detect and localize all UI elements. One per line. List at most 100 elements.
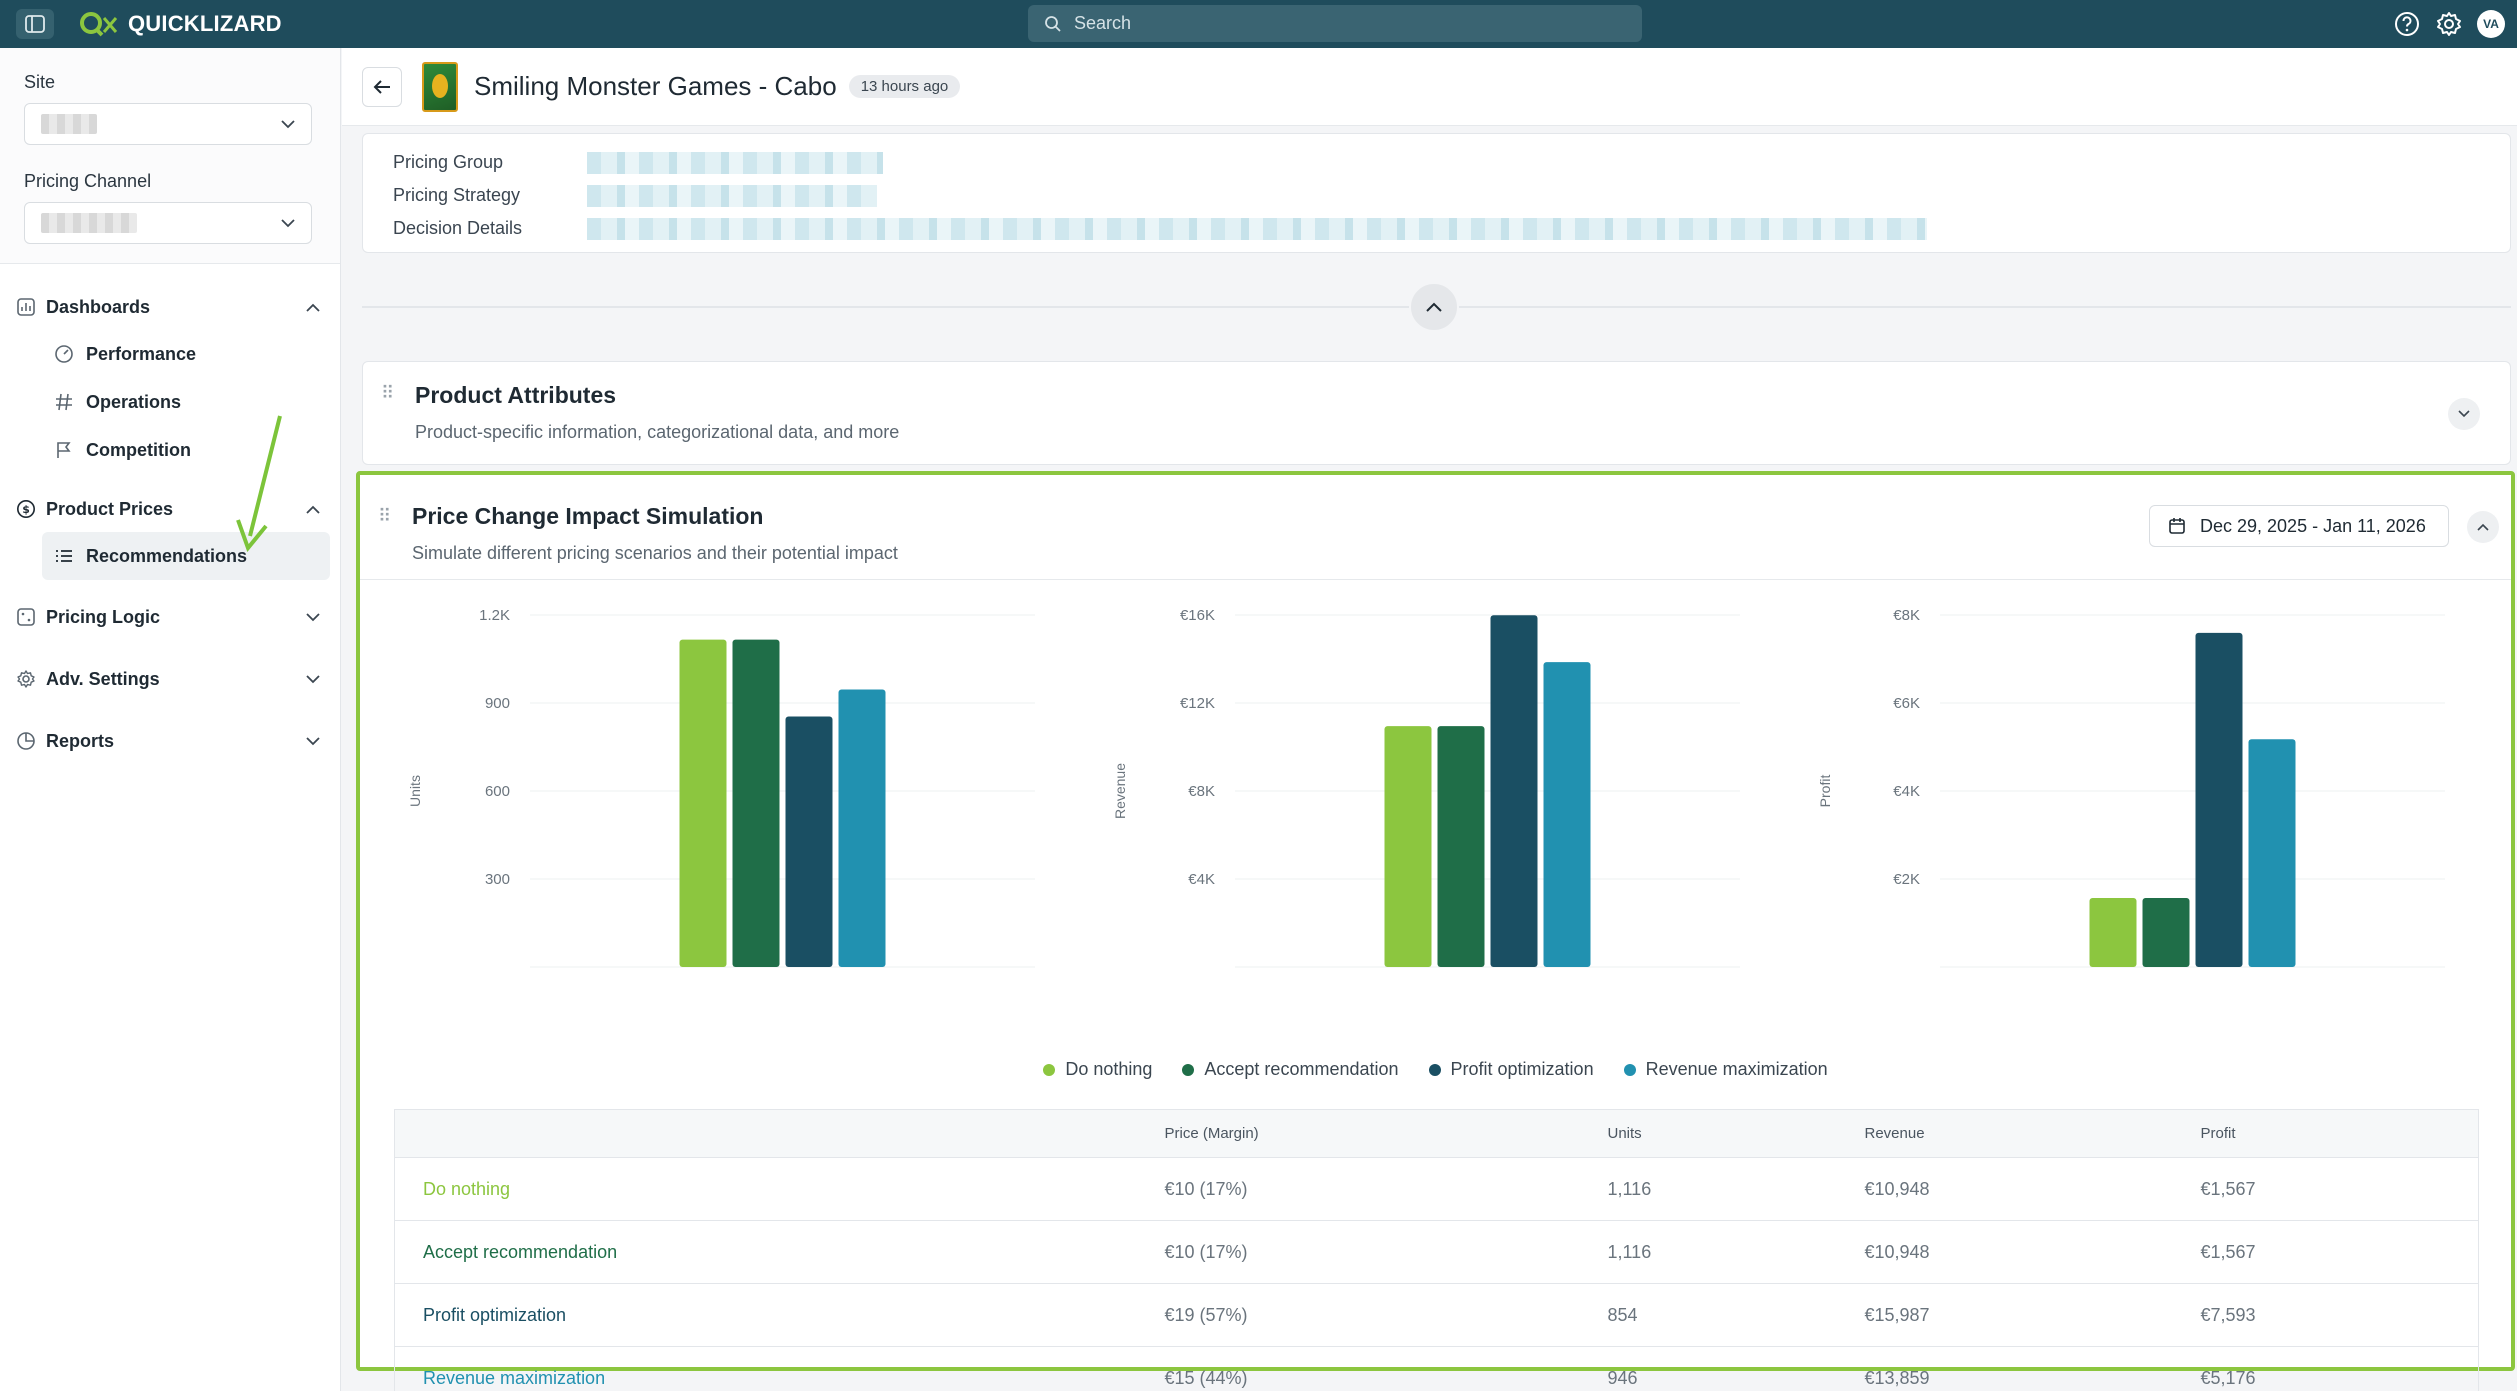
legend-label: Accept recommendation	[1204, 1059, 1399, 1079]
y-tick-label: €4K	[1893, 783, 1920, 800]
nav-group-product-prices[interactable]: $ Product Prices	[0, 486, 340, 532]
settings-gear-icon[interactable]	[2435, 10, 2463, 38]
site-select[interactable]	[24, 103, 312, 145]
user-avatar[interactable]: VA	[2477, 10, 2505, 38]
sidebar-item-recommendations[interactable]: Recommendations	[42, 532, 330, 580]
decision-details-value-redacted	[587, 217, 1927, 240]
nav-group-label: Dashboards	[46, 296, 151, 317]
chart-icon	[16, 297, 36, 317]
bar-do-nothing	[679, 639, 727, 967]
decision-details-label: Decision Details	[393, 218, 523, 238]
app-logo[interactable]: QUICKLIZARD	[78, 10, 282, 38]
y-tick-label: €12K	[1180, 695, 1215, 712]
expand-attributes-button[interactable]	[2448, 398, 2480, 430]
sidebar-item-performance[interactable]: Performance	[0, 330, 340, 378]
table-header-price: Price (Margin)	[1164, 1109, 1608, 1158]
legend-item-do-nothing[interactable]: Do nothing	[1043, 1059, 1152, 1080]
list-icon	[54, 546, 74, 566]
date-range-picker[interactable]: Dec 29, 2025 - Jan 11, 2026	[2149, 505, 2449, 547]
help-icon[interactable]	[2393, 10, 2421, 38]
legend-item-accept-recommendation[interactable]: Accept recommendation	[1182, 1059, 1399, 1080]
legend-label: Do nothing	[1065, 1059, 1153, 1079]
sidebar-item-label: Operations	[86, 391, 182, 412]
y-axis-title: Profit	[1817, 775, 1833, 808]
date-range-text: Dec 29, 2025 - Jan 11, 2026	[2200, 515, 2426, 536]
scenario-cell: Revenue maximization	[423, 1367, 606, 1388]
y-tick-label: 600	[485, 783, 510, 800]
table-header-revenue: Revenue	[1864, 1109, 2201, 1158]
pricing-channel-label: Pricing Channel	[24, 171, 152, 191]
sidebar: Site Pricing Channel Dashboards Performa…	[0, 48, 341, 1391]
legend-item-revenue-maximization[interactable]: Revenue maximization	[1623, 1059, 1828, 1080]
collapse-simulation-button[interactable]	[2467, 511, 2499, 543]
y-tick-label: 900	[485, 695, 510, 712]
y-axis-title: Revenue	[1112, 763, 1128, 819]
y-tick-label: €16K	[1180, 607, 1215, 624]
nav-group-label: Reports	[46, 730, 115, 751]
collapse-details-button[interactable]	[1409, 282, 1459, 332]
scenario-cell: Do nothing	[394, 1157, 1165, 1221]
sidebar-toggle-button[interactable]	[16, 9, 54, 39]
table-row[interactable]: Profit optimization €19 (57%) 854 €15,98…	[394, 1283, 2479, 1347]
revenue-cell: €10,948	[1864, 1157, 2201, 1221]
units-cell: 1,116	[1607, 1157, 1865, 1221]
dice-icon	[16, 607, 36, 627]
sidebar-filters: Site Pricing Channel	[0, 48, 340, 264]
nav-group-pricing-logic[interactable]: Pricing Logic	[0, 594, 340, 640]
table-row[interactable]: Accept recommendation €10 (17%) 1,116 €1…	[394, 1220, 2479, 1284]
divider	[360, 579, 2511, 580]
legend-dot	[1043, 1063, 1056, 1076]
y-axis-title: Units	[407, 775, 423, 807]
search-icon	[1045, 15, 1061, 32]
y-tick-label: 1.2K	[479, 607, 510, 624]
profit-cell: €1,567	[2200, 1220, 2479, 1284]
pricing-channel-select[interactable]	[24, 202, 312, 244]
search-input[interactable]: Search	[1028, 5, 1642, 42]
bar-revenue-maximization	[838, 689, 886, 967]
sidebar-item-operations[interactable]: Operations	[0, 378, 340, 426]
revenue-cell: €15,987	[1864, 1283, 2201, 1347]
bar-accept-recommendation	[1437, 726, 1485, 967]
chart-legend: Do nothing Accept recommendation Profit …	[360, 1059, 2511, 1080]
svg-text:$: $	[22, 503, 30, 516]
nav-group-reports[interactable]: Reports	[0, 718, 340, 764]
updated-badge: 13 hours ago	[848, 75, 961, 98]
pricing-strategy-label: Pricing Strategy	[393, 185, 521, 205]
table-row[interactable]: Revenue maximization €15 (44%) 946 €13,8…	[395, 1347, 2479, 1391]
hash-icon	[54, 392, 74, 412]
price-cell: €19 (57%)	[1164, 1283, 1608, 1347]
bar-profit-optimization	[785, 716, 833, 967]
drag-handle-icon[interactable]: ⠿	[381, 383, 395, 403]
bar-accept-recommendation	[2142, 898, 2190, 967]
bar-do-nothing	[1384, 726, 1432, 967]
gauge-icon	[54, 344, 74, 364]
nav-group-dashboards[interactable]: Dashboards	[0, 284, 340, 330]
sidebar-item-competition[interactable]: Competition	[0, 426, 340, 474]
bar-profit-optimization	[1490, 615, 1538, 967]
table-row[interactable]: Do nothing €10 (17%) 1,116 €10,948 €1,56…	[394, 1157, 2479, 1221]
legend-item-profit-optimization[interactable]: Profit optimization	[1428, 1059, 1594, 1080]
revenue-cell: €13,859	[1864, 1367, 1930, 1388]
bar-revenue-maximization	[2248, 739, 2296, 967]
sidebar-item-label: Competition	[86, 439, 191, 460]
simulation-charts: Units 300 600 900 1.2K Revenue €4K €8K €12K €16K P…	[407, 607, 2445, 968]
price-simulation-card: ⠿ Price Change Impact Simulation Simulat…	[356, 471, 2515, 1391]
price-cell: €10 (17%)	[1164, 1157, 1608, 1221]
chevron-down-icon	[306, 612, 320, 621]
sidebar-nav: Dashboards Performance Operations Compet…	[0, 264, 340, 764]
product-attributes-card: ⠿ Product Attributes Product-specific in…	[362, 361, 2511, 465]
calendar-icon	[2169, 518, 2185, 534]
chevron-up-icon	[2477, 523, 2489, 531]
back-button[interactable]	[362, 66, 402, 107]
y-tick-label: €8K	[1893, 607, 1920, 624]
page-header: Smiling Monster Games - Cabo 13 hours ag…	[342, 48, 2517, 126]
bar-revenue-maximization	[1543, 662, 1591, 967]
profit-cell: €1,567	[2200, 1157, 2479, 1221]
card-title: Product Attributes	[415, 382, 617, 408]
flag-icon	[54, 440, 74, 460]
nav-group-adv-settings[interactable]: Adv. Settings	[0, 656, 340, 702]
drag-handle-icon[interactable]: ⠿	[378, 506, 392, 526]
decision-details-row: Decision Details	[393, 212, 2480, 245]
legend-dot	[1623, 1063, 1636, 1076]
legend-dot	[1182, 1063, 1195, 1076]
